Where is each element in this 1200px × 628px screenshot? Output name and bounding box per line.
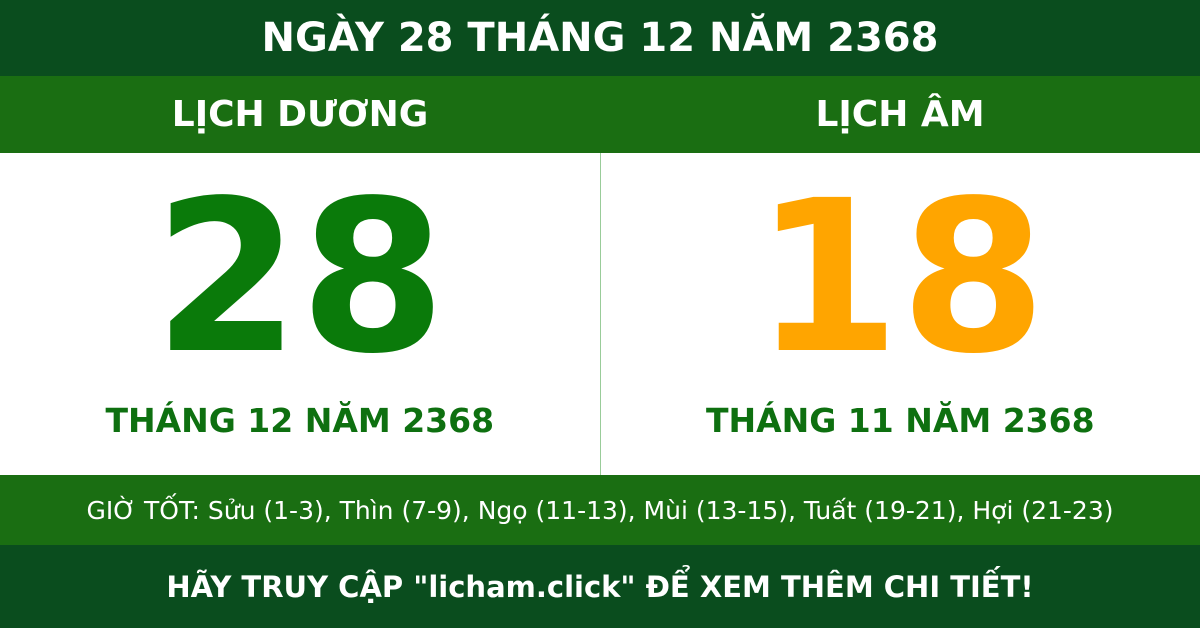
solar: 28 THÁNG 12 NĂM 2368 [0, 153, 600, 475]
lunar-label: LỊCH ÂM [815, 94, 985, 135]
days: 28 THÁNG 12 NĂM 2368 18 THÁNG 11 NĂM 236… [0, 153, 1200, 475]
footer: HÃY TRUY CẬP "licham.click" ĐỂ XEM THÊM … [0, 545, 1200, 628]
lunar-day: 18 [754, 155, 1047, 400]
labels: LỊCH DƯƠNG LỊCH ÂM [0, 76, 1200, 153]
solar-label: LỊCH DƯƠNG [171, 94, 429, 135]
title: NGÀY 28 THÁNG 12 NĂM 2368 [0, 0, 1200, 76]
lunar: 18 THÁNG 11 NĂM 2368 [599, 153, 1200, 475]
solar-month-year: THÁNG 12 NĂM 2368 [105, 401, 495, 440]
solar-day: 28 [153, 155, 446, 400]
lunar-month-year: THÁNG 11 NĂM 2368 [705, 401, 1095, 440]
good-hours: GIỜ TỐT: Sửu (1-3), Thìn (7-9), Ngọ (11-… [0, 475, 1200, 545]
